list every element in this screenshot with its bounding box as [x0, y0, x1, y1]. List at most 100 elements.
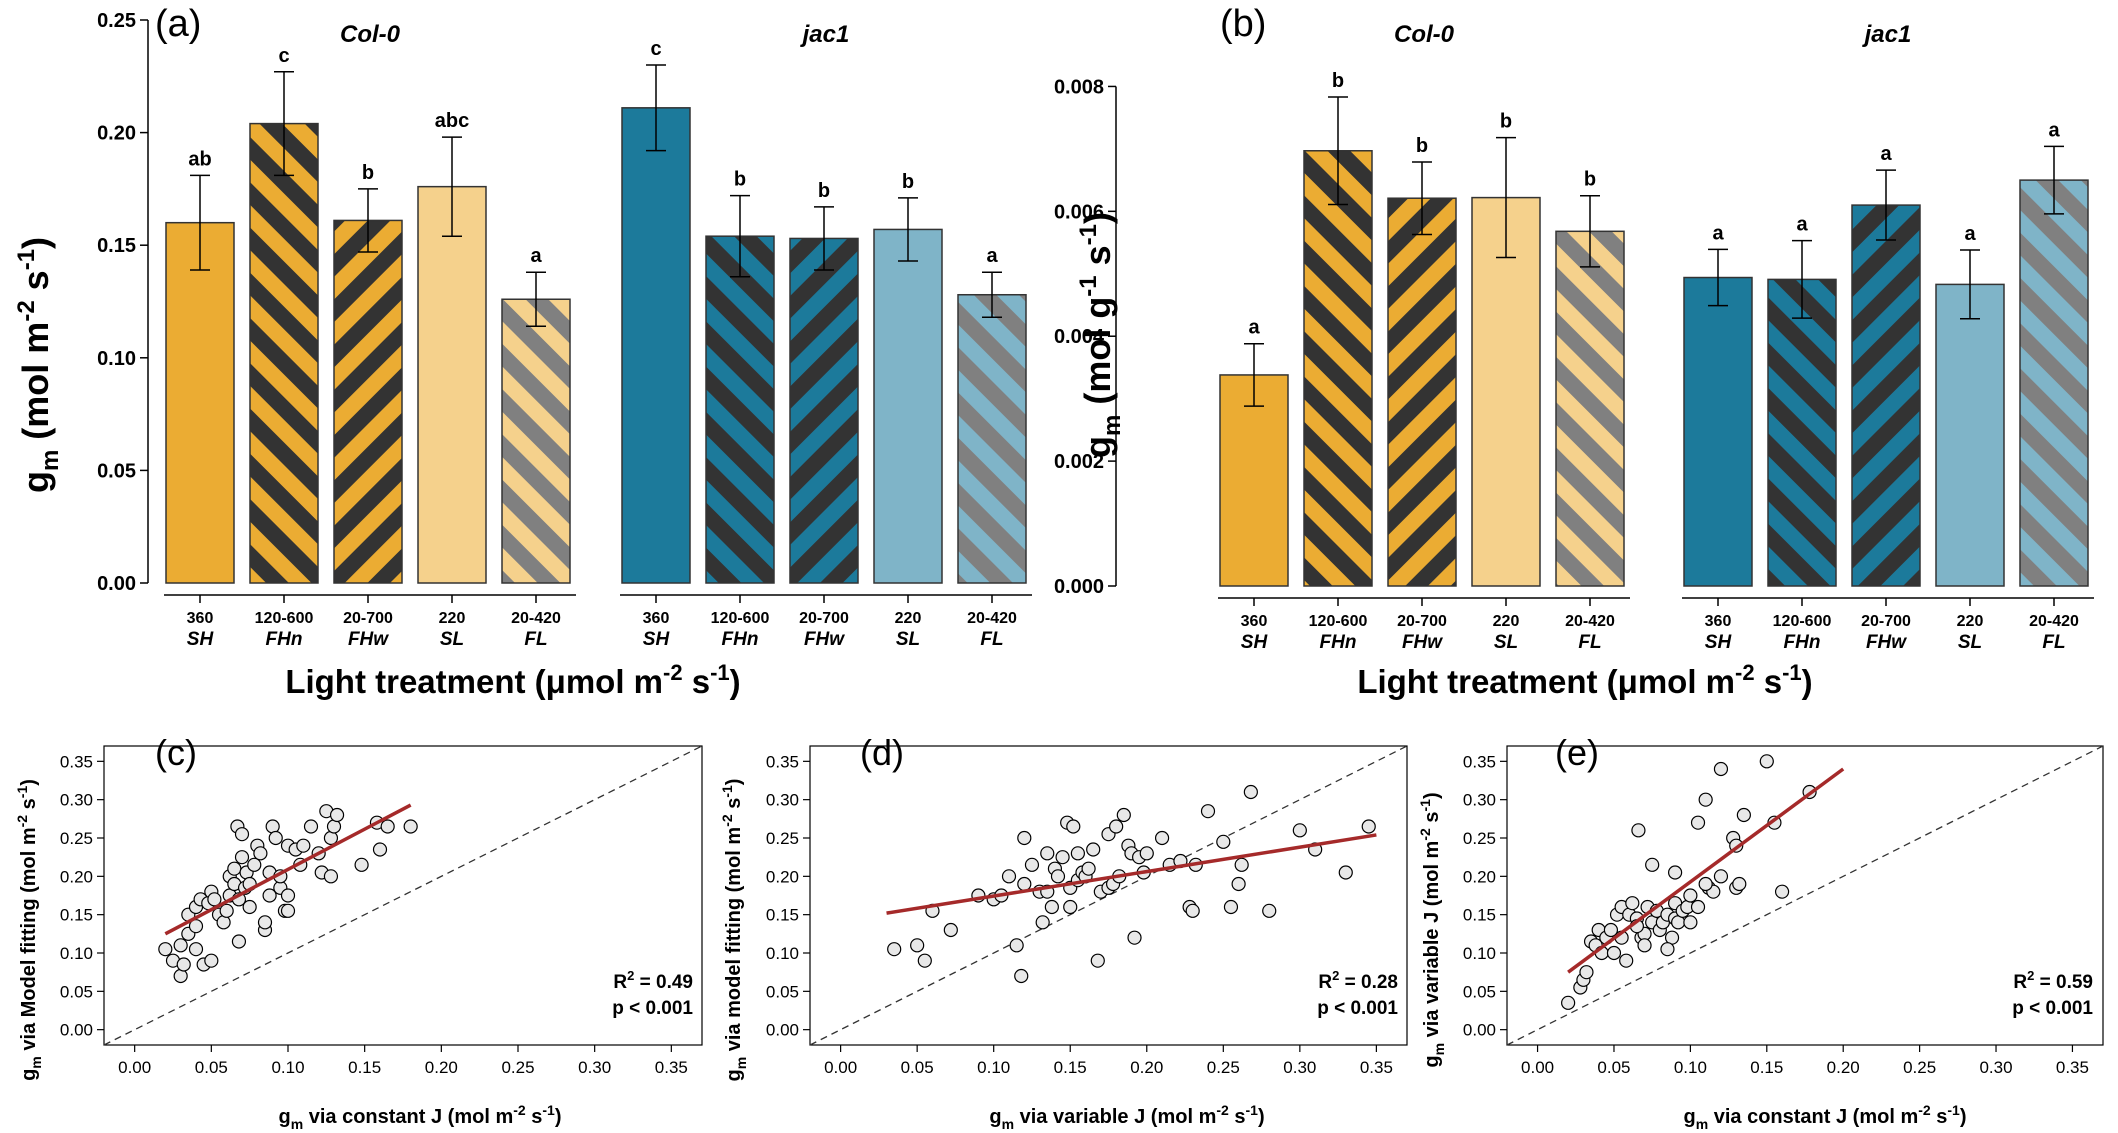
- treatment-label: SH: [643, 629, 671, 650]
- y-tick-label: 0.10: [60, 944, 93, 963]
- data-point: [1619, 953, 1634, 968]
- treatment-label: SL: [1958, 632, 1982, 653]
- significance-letter: c: [278, 45, 289, 67]
- data-point: [1579, 965, 1594, 980]
- x-tick-label: 0.30: [578, 1058, 611, 1077]
- data-point: [1223, 899, 1239, 915]
- panel-a-x-axis-label: Light treatment (μmol m-2 s-1): [285, 660, 740, 700]
- x-tick-label: 0.15: [1054, 1058, 1087, 1077]
- data-point: [1035, 915, 1050, 930]
- y-tick-label: 0.05: [60, 982, 93, 1001]
- bar: [1851, 204, 1921, 587]
- x-tick-label: 0.15: [348, 1058, 381, 1077]
- panel-b-bar-chart: (b) gm (mol g-1 s-1) Light treatment (μm…: [1054, 3, 2094, 700]
- data-point: [253, 846, 268, 861]
- x-tick-label: 20-420: [511, 610, 561, 627]
- y-tick-label: 0.10: [766, 944, 799, 963]
- data-point: [1017, 830, 1032, 846]
- data-point: [216, 915, 231, 930]
- treatment-label: FL: [524, 629, 547, 650]
- x-tick-label: 220: [439, 610, 466, 627]
- data-point: [380, 819, 395, 834]
- data-point: [1361, 819, 1376, 834]
- treatment-label: FHn: [1784, 632, 1821, 653]
- bar: [1935, 283, 2005, 587]
- panel-e-r2: R2 = 0.59: [2013, 968, 2093, 993]
- significance-letter: b: [818, 180, 830, 202]
- data-point: [176, 957, 191, 972]
- bar: [165, 221, 235, 584]
- significance-letter: a: [986, 245, 998, 267]
- panel-d-label: (d): [860, 732, 904, 773]
- data-point: [280, 903, 296, 918]
- x-tick-label: 220: [895, 610, 922, 627]
- panel-d-scatter: (d) gm via model fitting (mol m-2 s-1) g…: [719, 732, 1408, 1132]
- panel-b-x-axis-label: Light treatment (μmol m-2 s-1): [1357, 660, 1812, 700]
- y-tick-label: 0.004: [1054, 326, 1105, 348]
- panel-d-r2: R2 = 0.28: [1318, 968, 1398, 993]
- treatment-label: FHw: [1866, 632, 1907, 653]
- y-tick-label: 0.00: [60, 1021, 93, 1040]
- y-tick-label: 0.20: [60, 867, 93, 886]
- x-tick-label: 120-600: [1309, 613, 1368, 630]
- significance-letter: ab: [188, 148, 211, 170]
- y-tick-label: 0.15: [97, 235, 136, 257]
- data-point: [1185, 903, 1200, 918]
- data-point: [354, 857, 369, 872]
- data-point: [207, 892, 222, 907]
- x-tick-label: 0.00: [824, 1058, 857, 1077]
- bar: [1471, 196, 1541, 587]
- y-tick-label: 0.10: [1463, 944, 1496, 963]
- panel-c-scatter: (c) gm via Model fitting (mol m-2 s-1) g…: [14, 732, 703, 1132]
- panel-c-x-axis-label: gm via constant J (mol m-2 s-1): [279, 1102, 562, 1132]
- treatment-label: FL: [2042, 632, 2065, 653]
- data-point: [1040, 846, 1055, 861]
- data-point: [234, 850, 250, 865]
- data-point: [173, 938, 188, 953]
- x-tick-label: 0.05: [195, 1058, 228, 1077]
- x-tick-label: 20-700: [1397, 613, 1447, 630]
- y-tick-label: 0.25: [97, 10, 136, 32]
- treatment-label: SH: [1705, 632, 1733, 653]
- significance-letter: b: [1416, 135, 1428, 157]
- significance-letter: a: [530, 245, 542, 267]
- data-point: [1234, 857, 1249, 872]
- regression-line: [164, 803, 412, 936]
- data-point: [1081, 861, 1096, 876]
- bar: [705, 235, 775, 584]
- x-tick-label: 0.35: [2056, 1058, 2089, 1077]
- y-tick-label: 0.25: [766, 829, 799, 848]
- data-point: [1154, 830, 1170, 846]
- x-tick-label: 20-420: [1565, 613, 1615, 630]
- data-point: [1070, 846, 1085, 861]
- data-point: [1698, 876, 1713, 892]
- y-tick-label: 0.00: [1463, 1021, 1496, 1040]
- x-tick-label: 360: [643, 610, 670, 627]
- y-tick-label: 0.35: [766, 752, 799, 771]
- one-to-one-line: [1506, 745, 2104, 1046]
- bar: [1683, 276, 1753, 587]
- data-point: [257, 915, 273, 930]
- data-point: [1736, 807, 1751, 823]
- data-point: [1713, 869, 1729, 884]
- panel-c-p-value: p < 0.001: [612, 998, 693, 1019]
- plot-frame: [103, 745, 703, 1046]
- panel-d-p-value: p < 0.001: [1317, 998, 1398, 1019]
- x-tick-label: 20-700: [1861, 613, 1911, 630]
- data-point: [1200, 804, 1216, 819]
- treatment-label: SH: [187, 629, 215, 650]
- panel-a-y-axis-label: gm (mol m-2 s-1): [13, 237, 64, 493]
- x-tick-label: 0.05: [901, 1058, 934, 1077]
- y-tick-label: 0.15: [1463, 906, 1496, 925]
- bar: [2019, 179, 2089, 587]
- data-point: [204, 953, 219, 968]
- y-tick-label: 0.05: [1463, 982, 1496, 1001]
- data-point: [1216, 834, 1231, 849]
- bar: [501, 298, 571, 584]
- x-tick-label: 120-600: [1773, 613, 1832, 630]
- y-tick-label: 0.05: [97, 460, 136, 482]
- data-point: [188, 942, 204, 957]
- y-tick-label: 0.15: [60, 906, 93, 925]
- data-point: [1645, 857, 1660, 872]
- significance-letter: a: [1248, 317, 1260, 339]
